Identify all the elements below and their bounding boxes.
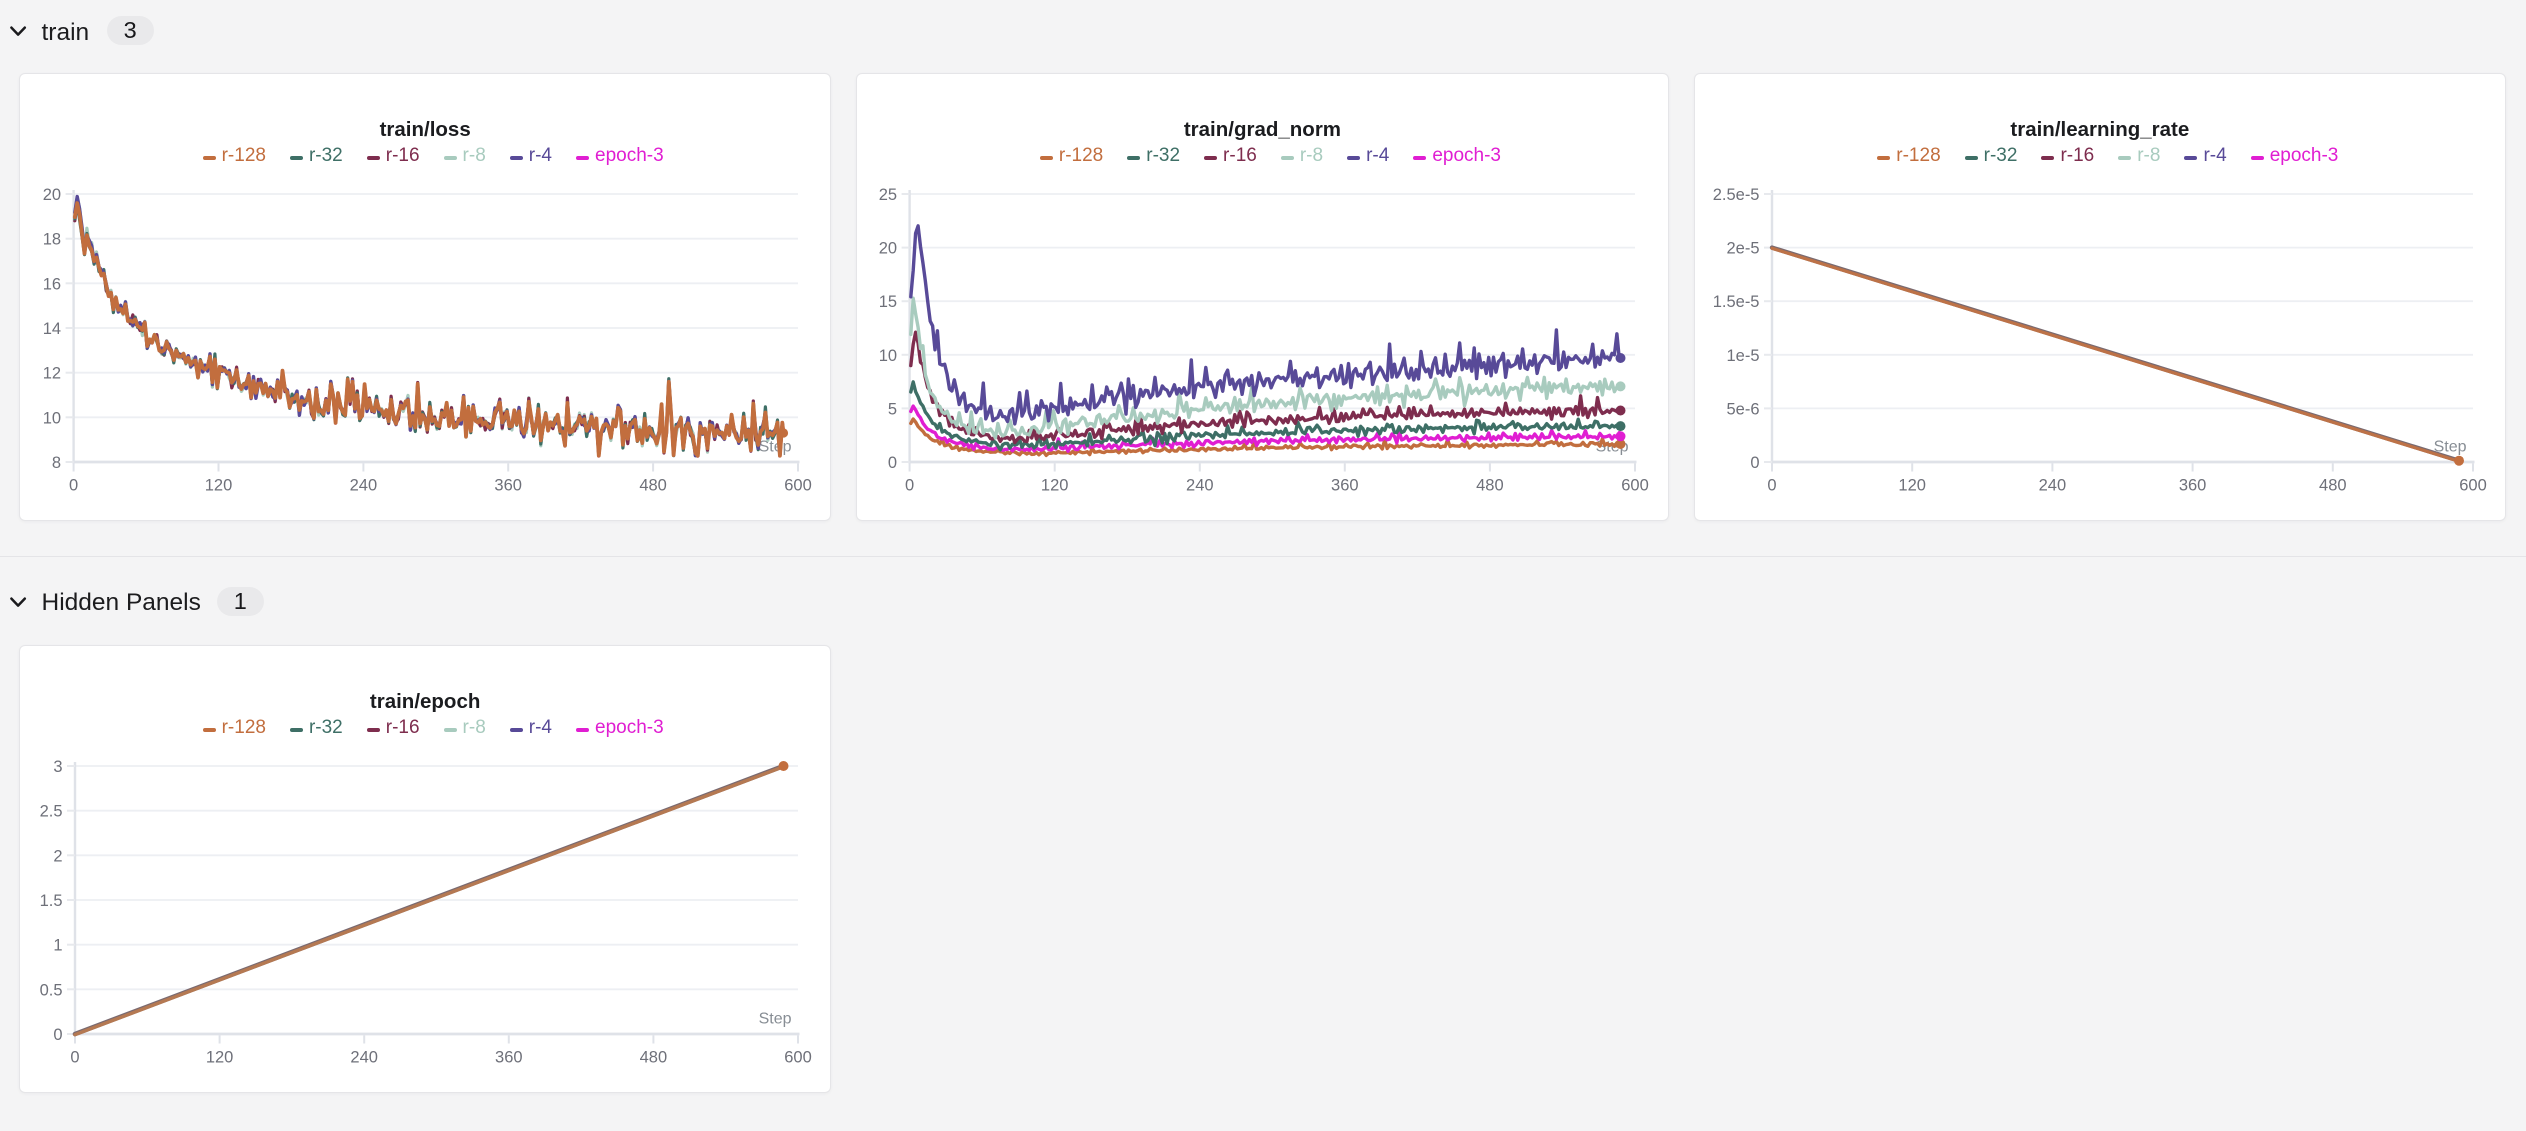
svg-text:240: 240 <box>350 1049 378 1067</box>
svg-text:480: 480 <box>2319 477 2347 495</box>
svg-text:15: 15 <box>879 293 897 311</box>
svg-text:0.5: 0.5 <box>40 981 63 999</box>
svg-text:Step: Step <box>759 439 792 456</box>
svg-text:0: 0 <box>70 1049 79 1067</box>
svg-text:2e-5: 2e-5 <box>1726 240 1759 258</box>
svg-text:120: 120 <box>1041 477 1069 495</box>
svg-text:600: 600 <box>2459 477 2487 495</box>
svg-text:5e-6: 5e-6 <box>1726 400 1759 418</box>
svg-text:480: 480 <box>639 477 667 495</box>
svg-text:360: 360 <box>495 1049 523 1067</box>
svg-text:2.5e-5: 2.5e-5 <box>1712 186 1759 204</box>
svg-text:20: 20 <box>879 240 897 258</box>
svg-text:240: 240 <box>2038 477 2066 495</box>
svg-text:360: 360 <box>1331 477 1359 495</box>
svg-text:240: 240 <box>1186 477 1214 495</box>
svg-text:18: 18 <box>43 231 61 249</box>
svg-text:0: 0 <box>69 477 78 495</box>
svg-text:240: 240 <box>350 477 378 495</box>
svg-text:120: 120 <box>1898 477 1926 495</box>
svg-text:25: 25 <box>879 186 897 204</box>
svg-text:480: 480 <box>1476 477 1504 495</box>
svg-text:Step: Step <box>2433 439 2466 456</box>
svg-text:16: 16 <box>43 275 61 293</box>
svg-text:1.5: 1.5 <box>40 892 63 910</box>
svg-text:0: 0 <box>1767 477 1776 495</box>
svg-text:3: 3 <box>53 758 62 776</box>
svg-text:8: 8 <box>52 454 61 472</box>
svg-text:14: 14 <box>43 320 61 338</box>
svg-text:10: 10 <box>879 347 897 365</box>
svg-text:1e-5: 1e-5 <box>1726 347 1759 365</box>
svg-text:1: 1 <box>53 937 62 955</box>
svg-text:2: 2 <box>53 847 62 865</box>
svg-text:1.5e-5: 1.5e-5 <box>1712 293 1759 311</box>
svg-text:0: 0 <box>53 1026 62 1044</box>
svg-text:5: 5 <box>888 400 897 418</box>
svg-text:120: 120 <box>206 1049 234 1067</box>
svg-text:0: 0 <box>1750 454 1759 472</box>
svg-text:600: 600 <box>784 1049 812 1067</box>
svg-text:480: 480 <box>640 1049 668 1067</box>
svg-text:0: 0 <box>888 454 897 472</box>
svg-text:120: 120 <box>205 477 233 495</box>
svg-text:600: 600 <box>1622 477 1650 495</box>
svg-text:600: 600 <box>784 477 812 495</box>
svg-text:360: 360 <box>2179 477 2207 495</box>
svg-text:360: 360 <box>494 477 522 495</box>
svg-text:Step: Step <box>759 1011 792 1028</box>
svg-text:20: 20 <box>43 186 61 204</box>
svg-text:0: 0 <box>905 477 914 495</box>
svg-text:10: 10 <box>43 409 61 427</box>
svg-text:2.5: 2.5 <box>40 803 63 821</box>
svg-text:12: 12 <box>43 365 61 383</box>
